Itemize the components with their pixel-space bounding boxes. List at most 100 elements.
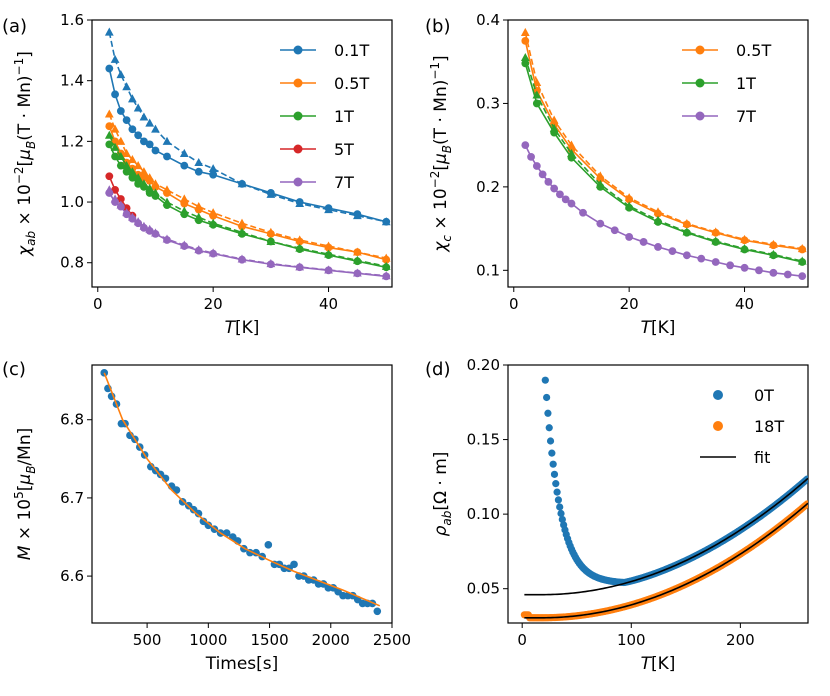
data-point [134,131,143,140]
data-point-0T [558,515,566,524]
y-tick-label: 6.6 [60,567,84,585]
data-point [151,192,160,200]
data-point [163,152,171,161]
data-point [353,210,362,219]
data-point [180,210,189,219]
data-point [740,245,749,254]
y-axis-label: ρab[Ω · m] [431,452,454,537]
data-point-0T [544,409,552,417]
x-axis-label: Times[s] [205,654,279,674]
series-line-dashed [524,32,803,250]
data-point [116,195,125,203]
y-tick-label: 6.8 [60,411,84,429]
legend-label: 7T [736,107,756,126]
data-point [163,236,171,244]
y-tick-label: 1.0 [60,193,84,211]
data-point [544,177,553,186]
data-point [625,233,634,241]
data-point [209,249,218,258]
panel-c: 500 1000 1500 2000 2500 6.6 6.7 6.8 (c) Times[s] M… [2,359,411,674]
data-point [122,210,131,219]
data-point [111,152,119,161]
y-axis-label: χc × 10−2[μB(T · Mn)−1] [428,55,454,252]
data-point [783,270,792,279]
data-point-triangle [145,118,155,127]
data-point [145,176,154,185]
plot-frame [507,19,809,288]
y-tick-label: 0.05 [467,580,500,598]
data-point [625,195,634,204]
data-point [264,541,273,549]
data-point-triangle [179,148,189,157]
legend-marker [713,390,723,400]
data-point [151,182,160,191]
x-tick-label: 200 [726,631,755,649]
legend-label: 0.1T [334,41,369,60]
data-point-0T [556,503,564,511]
data-point [798,272,807,281]
data-point-triangle [122,82,131,91]
data-point [180,242,189,250]
data-point-0T [540,358,547,365]
legend-marker [695,78,705,88]
legend-marker [695,45,705,55]
fit-line [103,372,381,607]
data-point [798,258,807,266]
panel-a: 0 20 40 0.8 1.0 1.2 1.4 1.6 (a) T[K] χab × 10−2[μB… [2,11,393,338]
data-point [550,128,559,137]
data-point-0T [557,509,565,518]
y-tick-label: 0.1 [476,261,500,279]
data-point-0T [552,480,560,488]
data-point [145,189,154,197]
data-point [769,241,778,250]
y-axis-label: M × 105[μB/Mn] [12,428,38,561]
data-point [769,251,778,260]
data-point-triangle [139,167,149,176]
data-point [145,140,154,149]
data-point [682,220,691,229]
data-point [382,217,391,226]
x-tick-label: 1000 [189,631,227,649]
data-point [105,122,114,131]
data-point [798,245,807,254]
data-point [521,59,530,68]
data-point [163,201,171,209]
data-point [238,230,246,238]
data-point [550,184,559,193]
fit-line-0T [524,477,808,596]
legend-marker [293,177,303,187]
legend-marker [293,78,303,88]
x-tick-label: 20 [204,295,223,313]
plot-area [520,27,807,281]
data-point [373,607,382,616]
data-point [382,263,391,272]
data-point-triangle [151,124,160,133]
data-point [610,226,619,235]
data-point [711,238,720,246]
data-point-0T [550,470,559,478]
data-point-triangle [104,109,114,118]
data-point [134,219,143,228]
legend-marker [695,111,705,121]
data-point [194,246,203,255]
data-point-0T [548,449,556,457]
data-point-triangle [110,142,120,151]
y-tick-label: 0.15 [467,431,500,449]
data-point [105,189,114,197]
data-point-triangle [194,158,204,167]
data-point [579,208,587,217]
data-point [711,228,720,237]
data-point [209,220,218,229]
data-point-triangle [162,136,172,145]
data-point [382,272,391,281]
data-point-triangle [110,124,120,133]
data-point [238,179,246,188]
data-point [556,190,564,199]
series-line [108,144,387,269]
data-point [295,237,304,246]
y-tick-label: 6.7 [60,489,84,507]
data-point-triangle [104,27,114,36]
data-point [194,205,203,214]
